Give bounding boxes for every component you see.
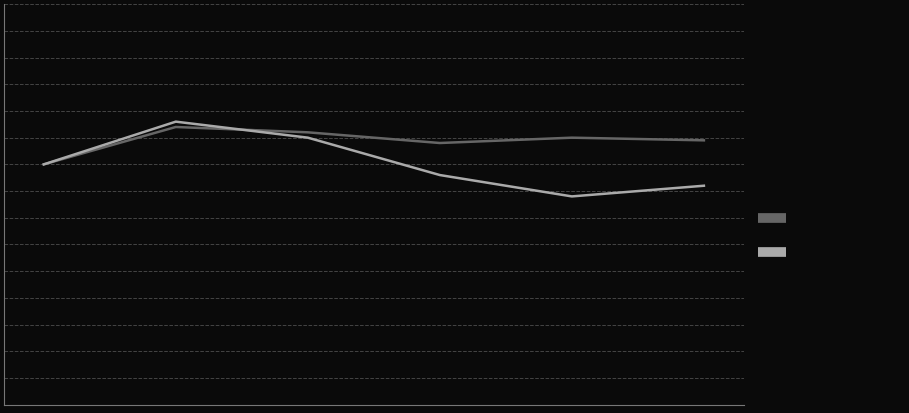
Legend: , : , bbox=[758, 212, 787, 261]
